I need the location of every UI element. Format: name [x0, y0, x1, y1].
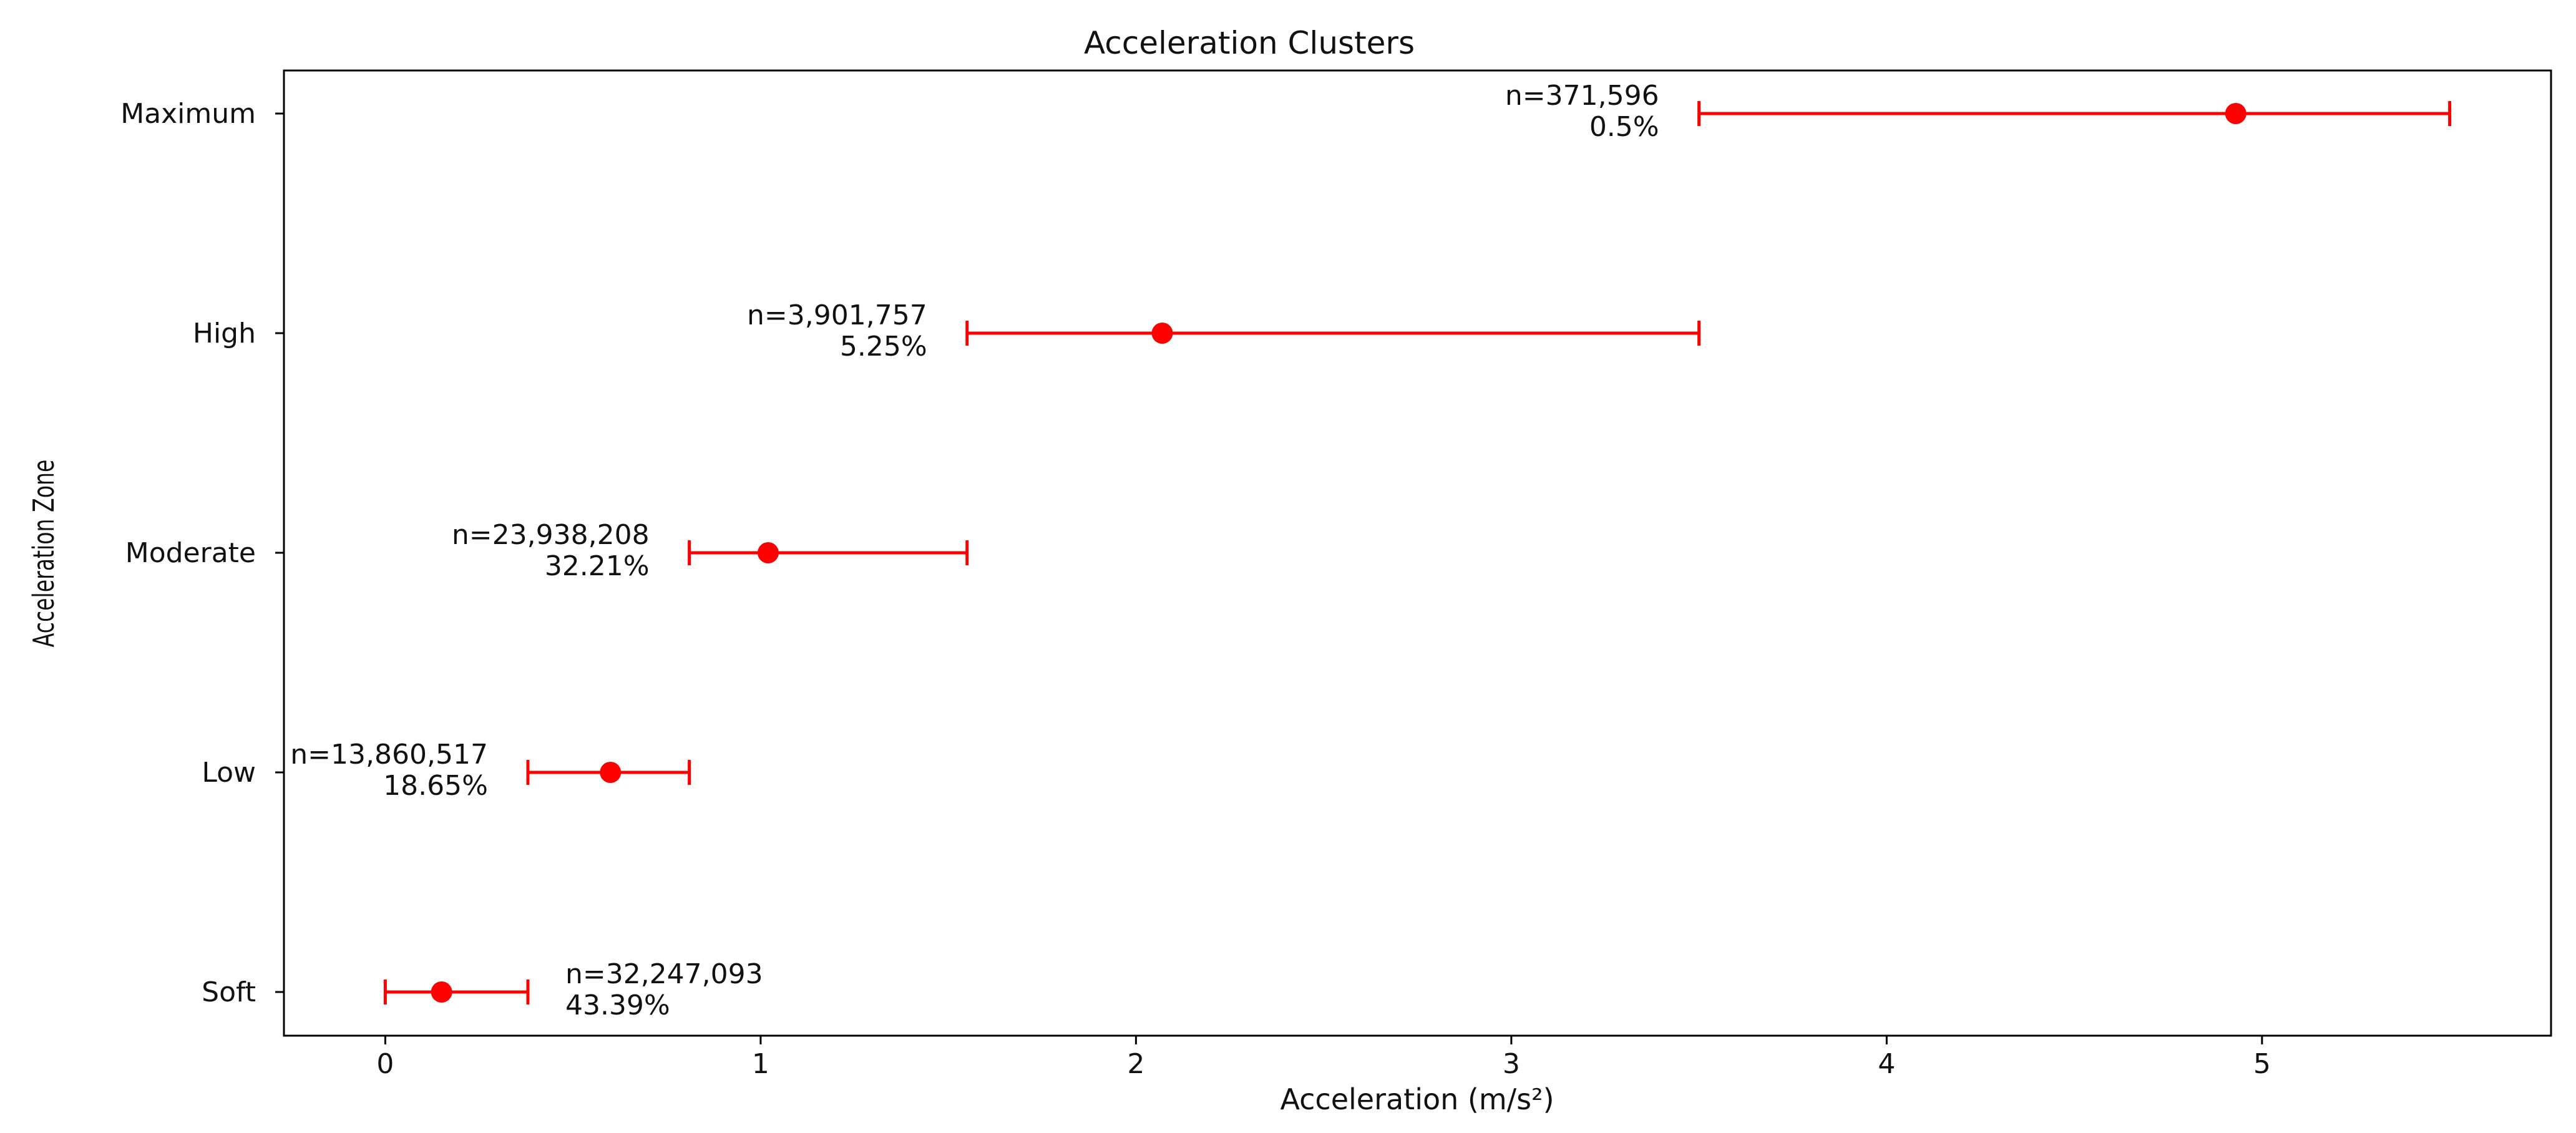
error-bar-group — [1697, 101, 2452, 126]
percent-label: 5.25% — [840, 331, 927, 362]
count-label: n=23,938,208 — [452, 519, 650, 551]
mean-point — [757, 542, 779, 563]
mean-point — [600, 762, 622, 783]
percent-label: 18.65% — [383, 770, 488, 802]
x-tick-label: 1 — [752, 1048, 769, 1080]
count-label: n=13,860,517 — [290, 739, 488, 771]
y-tick-label: Maximum — [120, 98, 256, 130]
x-axis-label: Acceleration (m/s²) — [1280, 1082, 1554, 1116]
error-bar-group — [688, 540, 969, 565]
x-axis: 0 1 2 3 4 5 — [376, 1036, 2271, 1080]
y-axis-label: Acceleration Zone — [28, 460, 61, 648]
y-tick-label: Soft — [202, 976, 256, 1008]
percent-label: 43.39% — [565, 990, 670, 1021]
x-tick-label: 5 — [2253, 1048, 2271, 1080]
error-bar-series — [383, 101, 2452, 1004]
count-label: n=32,247,093 — [565, 958, 763, 990]
y-tick-label: Low — [202, 757, 256, 789]
mean-point — [2225, 103, 2247, 124]
mean-point — [431, 981, 452, 1003]
y-tick-label: High — [193, 318, 256, 349]
x-tick-label: 3 — [1503, 1048, 1520, 1080]
percent-label: 32.21% — [545, 550, 650, 582]
chart-title: Acceleration Clusters — [1084, 25, 1415, 61]
error-bar-group — [526, 760, 691, 785]
count-label: n=371,596 — [1505, 80, 1659, 112]
x-tick-label: 4 — [1878, 1048, 1895, 1080]
count-label: n=3,901,757 — [747, 299, 927, 331]
error-bar-group — [383, 980, 530, 1004]
x-tick-label: 0 — [376, 1048, 394, 1080]
mean-point — [1151, 323, 1173, 344]
percent-label: 0.5% — [1589, 111, 1659, 143]
error-bar-group — [965, 321, 1701, 346]
x-tick-label: 2 — [1127, 1048, 1144, 1080]
y-axis: Soft Low Moderate High Maximum — [120, 98, 284, 1008]
y-tick-label: Moderate — [125, 537, 256, 569]
